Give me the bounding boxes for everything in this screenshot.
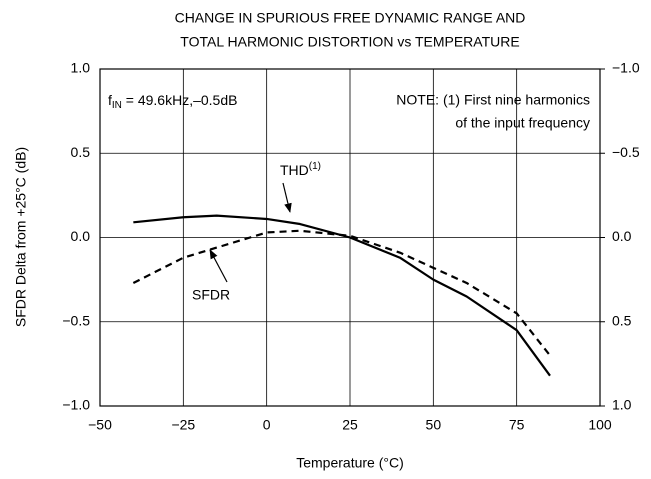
y2-tick-label: −0.5 [612,144,640,160]
arrow [209,249,228,283]
series-label: SFDR [192,287,230,303]
note: NOTE: (1) First nine harmonics [396,92,590,108]
x-tick-label: −25 [171,417,195,433]
series-label-part: THD [280,162,309,178]
series-label: THD(1) [280,161,321,178]
y-tick-label: 0.0 [71,228,91,244]
series-label-part: (1) [309,161,321,172]
x-axis-label: Temperature (°C) [296,455,404,471]
annotation: fIN = 49.6kHz,–0.5dB [108,92,237,111]
annotation-part: IN [112,100,122,111]
y2-tick-label: 0.0 [612,228,632,244]
y-tick-label: 1.0 [71,60,91,76]
y-tick-label: 0.5 [71,144,91,160]
x-tick-label: 100 [588,417,612,433]
y2-tick-label: 0.5 [612,312,632,328]
arrow [282,182,292,213]
y2-tick-label: −1.0 [612,60,640,76]
y-tick-label: −0.5 [62,312,90,328]
x-tick-label: −50 [88,417,112,433]
series-line [133,214,551,377]
annotation-part: f [108,92,112,108]
x-tick-label: 0 [263,417,271,433]
y2-tick-label: 1.0 [612,397,632,413]
chart-title: TOTAL HARMONIC DISTORTION vs TEMPERATURE [180,34,519,50]
y-tick-label: −1.0 [62,397,90,413]
x-tick-label: 25 [342,417,358,433]
x-tick-label: 75 [509,417,525,433]
y-axis-label: SFDR Delta from +25°C (dB) [13,147,29,327]
series-line [132,229,551,357]
x-tick-label: 50 [426,417,442,433]
chart-title: CHANGE IN SPURIOUS FREE DYNAMIC RANGE AN… [175,10,526,26]
note: of the input frequency [455,115,590,131]
plot-frame [99,68,601,407]
annotation-part: = 49.6kHz,–0.5dB [122,92,238,108]
